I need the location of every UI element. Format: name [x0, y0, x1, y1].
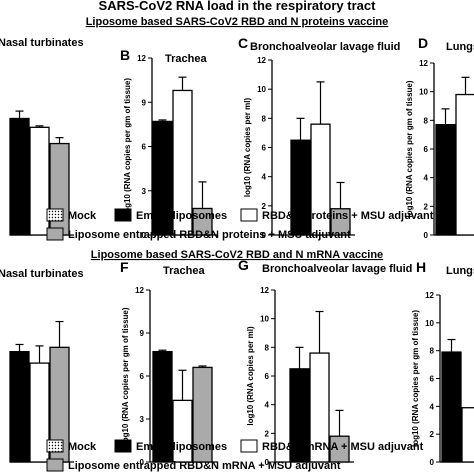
y-axis-label: log10 (RNA copies per gm of tissue) — [121, 307, 130, 444]
y-tick-label: 10 — [257, 85, 266, 94]
legend-proteins: Mock Empty liposomes RBD&N proteins + MSU … — [46, 208, 434, 241]
y-tick-label: 6 — [265, 372, 270, 381]
y-tick-label: 6 — [142, 143, 147, 152]
section-title-proteins: Liposome based SARS-CoV2 RBD and N prote… — [86, 16, 389, 28]
y-tick-label: 8 — [265, 343, 270, 352]
y-tick-label: 12 — [260, 286, 269, 295]
legend-label-rbd: RBD&N proteins + MSU adjuvant — [262, 210, 434, 222]
bar-empty — [9, 350, 30, 463]
bar-rbd — [29, 362, 50, 463]
panel-title: Lungs — [446, 265, 474, 277]
y-tick-label: 0 — [142, 231, 147, 240]
y-axis-label: log10 (RNA copies per gm of tissue) — [411, 310, 420, 447]
panel-title: Trachea — [165, 53, 207, 65]
legend-swatch-empty — [114, 439, 132, 453]
y-tick-label: 8 — [430, 347, 435, 356]
panel-title: Lungs — [446, 41, 474, 53]
y-tick-label: 12 — [425, 291, 434, 300]
legend-label-entrapped: Liposome entrapped RBD&N mRNA + MSU adju… — [68, 460, 341, 472]
y-tick-label: 0 — [262, 231, 267, 240]
panel-title: Nasal turbinates — [0, 37, 84, 49]
figure-title: SARS-CoV2 RNA load in the respiratory tr… — [99, 0, 377, 13]
y-tick-label: 2 — [430, 430, 435, 439]
bar-empty — [9, 117, 30, 236]
bar-rbd — [455, 93, 474, 236]
y-tick-label: 12 — [137, 54, 146, 63]
panel-c: C Bronchoalveolar lavage fluid 0 2 4 6 8 10 12 lo… — [238, 35, 400, 240]
panel-title: Bronchoalveolar lavage fluid — [262, 263, 412, 275]
panel-letter: G — [238, 257, 249, 273]
legend-label-empty: Empty liposomes — [136, 210, 227, 222]
panel-d: D Lungs 0 2 4 6 8 10 12 log10 (RNA copies per gm … — [405, 35, 474, 240]
y-tick-label: 3 — [142, 187, 147, 196]
y-axis-label: log10 (RNA copies per gm of tissue) — [405, 80, 414, 217]
y-axis-label: log10 (RNA copies per ml) — [246, 326, 255, 426]
legend-swatch-rbd — [240, 439, 258, 453]
y-tick-label: 4 — [430, 402, 435, 411]
y-tick-label: 8 — [424, 116, 429, 125]
y-tick-label: 6 — [140, 372, 145, 381]
bar-empty — [435, 123, 456, 236]
y-axis-label: log10 (RNA copies per gm of tissue) — [123, 78, 132, 215]
legend-swatch-entrapped — [46, 458, 64, 472]
panel-title: Trachea — [163, 265, 205, 277]
panel-letter: F — [120, 259, 129, 275]
panel-title: Nasal turbinates — [0, 268, 84, 280]
y-tick-label: 6 — [430, 375, 435, 384]
panel-letter: H — [416, 259, 426, 275]
legend-label-mock: Mock — [68, 210, 97, 222]
y-tick-label: 9 — [142, 98, 147, 107]
y-tick-label: 2 — [265, 429, 270, 438]
legend-label-rbd: RBD&N mRNA + MSU adjuvant — [262, 441, 424, 453]
y-tick-label: 0 — [424, 231, 429, 240]
y-tick-label: 12 — [135, 286, 144, 295]
legend-swatch-entrapped — [46, 227, 64, 241]
y-tick-label: 0 — [140, 458, 145, 467]
y-tick-label: 9 — [140, 329, 145, 338]
y-tick-label: 0 — [430, 458, 435, 467]
bar-rbd — [29, 126, 50, 236]
y-axis-label: log10 (RNA copies per ml) — [243, 98, 252, 198]
legend-label-entrapped: Liposome entrapped RBD&N proteins + MSU … — [68, 229, 351, 241]
panel-a: Nasal turbinates — [0, 37, 84, 236]
legend-label-mock: Mock — [68, 441, 97, 453]
y-tick-label: 4 — [265, 401, 270, 410]
y-tick-label: 0 — [265, 458, 270, 467]
y-tick-label: 6 — [424, 145, 429, 154]
y-tick-label: 10 — [260, 315, 269, 324]
y-tick-label: 4 — [262, 173, 267, 182]
panel-letter: C — [238, 35, 248, 51]
y-tick-label: 12 — [419, 59, 428, 68]
y-tick-label: 10 — [425, 319, 434, 328]
y-tick-label: 6 — [262, 144, 267, 153]
bar-empty — [441, 351, 462, 463]
y-tick-label: 10 — [419, 88, 428, 97]
panel-title: Bronchoalveolar lavage fluid — [250, 41, 400, 53]
legend-swatch-mock — [46, 439, 64, 453]
y-tick-label: 2 — [424, 202, 429, 211]
panel-f: F Trachea 0 3 6 9 12 log10 (RNA copies per gm o… — [120, 259, 217, 467]
legend-mrna: Mock Empty liposomes RBD&N mRNA + MSU adju… — [46, 439, 424, 472]
panel-h: H Lungs 0 2 4 6 8 10 12 log10 (RNA copies per gm … — [411, 259, 474, 467]
legend-swatch-rbd — [240, 208, 258, 222]
y-tick-label: 8 — [262, 114, 267, 123]
y-tick-label: 3 — [140, 415, 145, 424]
y-tick-label: 12 — [257, 56, 266, 65]
bar-rbd — [461, 407, 474, 463]
legend-label-empty: Empty liposomes — [136, 441, 227, 453]
section-title-mrna: Liposome based SARS-CoV2 RBD and N mRNA … — [91, 249, 383, 261]
panel-g: G Bronchoalveolar lavage fluid 0 2 4 6 8 10 12 lo… — [238, 257, 412, 467]
y-tick-label: 2 — [262, 202, 267, 211]
panel-b: B Trachea 0 3 6 9 12 log10 (RNA copies per gm o… — [120, 47, 217, 240]
y-tick-label: 4 — [424, 174, 429, 183]
legend-swatch-empty — [114, 208, 132, 222]
panel-letter: D — [418, 35, 428, 51]
panel-letter: B — [120, 47, 130, 63]
panel-e: Nasal turbinates — [0, 268, 84, 463]
legend-swatch-mock — [46, 208, 64, 222]
